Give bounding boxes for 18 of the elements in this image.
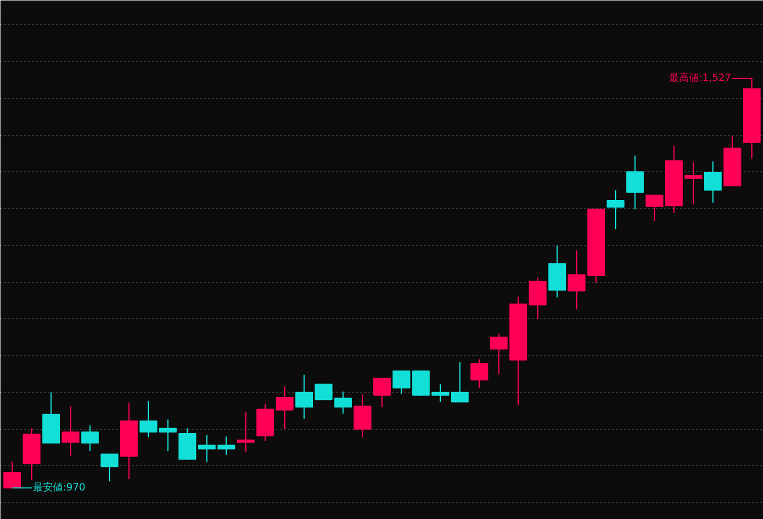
annotation: 最高値:1,527 — [669, 72, 732, 84]
annotation: 最安値:970 — [32, 481, 86, 494]
candlestick — [62, 406, 80, 457]
candlestick — [100, 453, 118, 482]
candlestick — [626, 155, 644, 210]
candlestick — [81, 424, 99, 452]
candlestick — [217, 436, 236, 456]
candlestick — [198, 434, 216, 463]
candlestick — [3, 460, 22, 488]
candlestick — [606, 190, 624, 230]
candlestick — [354, 394, 372, 438]
candlestick — [704, 160, 722, 204]
candlestick — [470, 358, 488, 389]
candlestick — [373, 378, 391, 408]
candlestick — [490, 332, 508, 375]
candlestick — [236, 412, 255, 452]
candlestick — [276, 386, 294, 430]
candlestick — [528, 277, 547, 320]
